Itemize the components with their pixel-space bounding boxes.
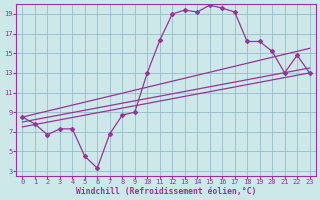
X-axis label: Windchill (Refroidissement éolien,°C): Windchill (Refroidissement éolien,°C) bbox=[76, 187, 256, 196]
